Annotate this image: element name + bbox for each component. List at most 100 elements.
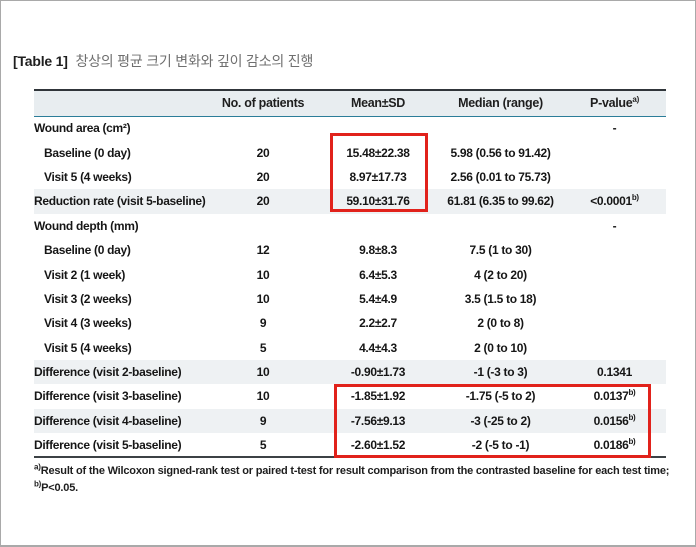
header-empty — [34, 89, 208, 117]
table-row: Baseline (0 day) 12 9.8±8.3 7.5 (1 to 30) — [34, 238, 666, 262]
row-label: Difference (visit 3-baseline) — [34, 389, 182, 404]
cell-p-value — [563, 287, 666, 311]
cell-no-of-patients — [208, 116, 318, 140]
row-label: Baseline (0 day) — [44, 243, 131, 258]
cell-median-range: 3.5 (1.5 to 18) — [464, 291, 537, 306]
cell-median-range: 5.98 (0.56 to 91.42) — [450, 145, 551, 160]
cell-p-value — [563, 262, 666, 286]
table-row: Visit 3 (2 weeks) 10 5.4±4.9 3.5 (1.5 to 18… — [34, 287, 666, 311]
table-row: Wound area (cm²) - — [34, 116, 666, 140]
table-footnotes: a)Result of the Wilcoxon signed-rank tes… — [34, 463, 679, 496]
cell-p-value: <0.0001b) — [563, 189, 666, 214]
row-label: Wound area (cm²) — [34, 121, 131, 136]
table-row: Visit 2 (1 week) 10 6.4±5.3 4 (2 to 20) — [34, 262, 666, 286]
cell-p-value: 0.0186b) — [563, 433, 666, 459]
footnote-line: a)Result of the Wilcoxon signed-rank tes… — [34, 462, 670, 477]
footnote-marker: a) — [34, 462, 41, 472]
row-label: Visit 4 (3 weeks) — [44, 316, 132, 331]
footnote-marker-b: b) — [628, 412, 636, 422]
row-label: Reduction rate (visit 5-baseline) — [34, 189, 208, 214]
cell-median-range: -1.75 (-5 to 2) — [465, 389, 536, 404]
footnote-marker-a: a) — [632, 95, 639, 105]
cell-p-value — [563, 238, 666, 262]
table-row: Visit 5 (4 weeks) 20 8.97±17.73 2.56 (0.01 … — [34, 165, 666, 189]
results-table: No. of patients Mean±SD Median (range) P… — [34, 89, 666, 459]
table-row: Visit 5 (4 weeks) 5 4.4±4.3 2 (0 to 10) — [34, 336, 666, 360]
table-header-row: No. of patients Mean±SD Median (range) P… — [34, 89, 666, 117]
cell-median-range: 4 (2 to 20) — [474, 267, 527, 282]
cell-median-range: -3 (-25 to 2) — [438, 408, 563, 434]
cell-no-of-patients: 9 — [208, 408, 318, 434]
cell-no-of-patients: 12 — [256, 243, 270, 258]
cell-no-of-patients: 20 — [256, 145, 270, 160]
cell-median-range — [438, 214, 563, 238]
table-row: Reduction rate (visit 5-baseline) 20 59.10… — [34, 189, 666, 214]
footnote-line: b)P<0.05. — [34, 478, 78, 494]
cell-p-value — [563, 336, 666, 360]
table-body: Wound area (cm²) - Baseline (0 day) 20 15.48… — [34, 116, 666, 459]
cell-p-value: - — [612, 218, 617, 233]
table-row: Baseline (0 day) 20 15.48±22.38 5.98 (0.56 … — [34, 140, 666, 164]
cell-p-value: 0.0156b) — [563, 408, 666, 434]
cell-no-of-patients: 5 — [259, 340, 267, 355]
cell-median-range: 2 (0 to 8) — [477, 316, 524, 331]
cell-mean-sd: 4.4±4.3 — [359, 340, 397, 355]
row-label: Difference (visit 2-baseline) — [34, 359, 208, 385]
footnote-marker-b: b) — [631, 193, 639, 203]
cell-p-value: 0.1341 — [563, 359, 666, 385]
table-row: Visit 4 (3 weeks) 9 2.2±2.7 2 (0 to 8) — [34, 311, 666, 335]
cell-no-of-patients — [208, 214, 318, 238]
cell-mean-sd: -7.56±9.13 — [318, 408, 438, 434]
row-label: Visit 5 (4 weeks) — [44, 340, 132, 355]
cell-no-of-patients: 10 — [256, 389, 270, 404]
cell-mean-sd: 6.4±5.3 — [359, 267, 397, 282]
cell-p-value — [563, 165, 666, 189]
cell-mean-sd: -1.85±1.92 — [350, 389, 406, 404]
cell-no-of-patients: 20 — [208, 189, 318, 214]
table-row: Wound depth (mm) - — [34, 214, 666, 238]
row-label: Wound depth (mm) — [34, 218, 139, 233]
cell-mean-sd: -0.90±1.73 — [318, 359, 438, 385]
footnote-marker-b: b) — [628, 388, 636, 398]
cell-no-of-patients: 10 — [256, 291, 270, 306]
cell-mean-sd: 2.2±2.7 — [359, 316, 397, 331]
cell-median-range: 7.5 (1 to 30) — [469, 243, 532, 258]
table-row: Difference (visit 5-baseline) 5 -2.60±1.52… — [34, 433, 666, 459]
table-row: Difference (visit 2-baseline) 10 -0.90±1.7… — [34, 359, 666, 385]
cell-p-value: - — [612, 121, 617, 136]
table-caption: [Table 1] 창상의 평균 크기 변화와 깊이 감소의 진행 — [13, 51, 313, 71]
cell-median-range: -1 (-3 to 3) — [438, 359, 563, 385]
cell-p-value: 0.0137b) — [593, 388, 636, 404]
footnote-marker: b) — [34, 478, 42, 488]
table-caption-number: [Table 1] — [13, 53, 68, 69]
cell-p-value — [563, 311, 666, 335]
row-label: Visit 3 (2 weeks) — [44, 291, 132, 306]
cell-median-range — [438, 116, 563, 140]
header-no-of-patients: No. of patients — [208, 89, 318, 117]
cell-median-range: 61.81 (6.35 to 99.62) — [438, 189, 563, 214]
row-label: Visit 2 (1 week) — [44, 267, 126, 282]
row-label: Baseline (0 day) — [44, 145, 131, 160]
table-caption-text: 창상의 평균 크기 변화와 깊이 감소의 진행 — [75, 53, 314, 69]
cell-no-of-patients: 10 — [256, 267, 270, 282]
cell-median-range: 2 (0 to 10) — [474, 340, 527, 355]
row-label: Difference (visit 5-baseline) — [34, 433, 208, 459]
footnote-marker-b: b) — [628, 436, 636, 446]
cell-no-of-patients: 20 — [256, 169, 270, 184]
header-mean-sd: Mean±SD — [318, 89, 438, 117]
cell-median-range: 2.56 (0.01 to 75.73) — [450, 169, 551, 184]
cell-no-of-patients: 10 — [208, 359, 318, 385]
cell-mean-sd: 8.97±17.73 — [349, 169, 407, 184]
row-label: Difference (visit 4-baseline) — [34, 408, 208, 434]
cell-mean-sd: 59.10±31.76 — [318, 189, 438, 214]
header-p-value: P-valuea) — [563, 89, 666, 117]
cell-mean-sd: -2.60±1.52 — [318, 433, 438, 459]
cell-median-range: -2 (-5 to -1) — [438, 433, 563, 459]
cell-no-of-patients: 5 — [208, 433, 318, 459]
cell-p-value — [563, 140, 666, 164]
header-median-range: Median (range) — [438, 89, 563, 117]
cell-mean-sd — [318, 116, 438, 140]
table-row: Difference (visit 3-baseline) 10 -1.85±1.9… — [34, 384, 666, 408]
cell-mean-sd: 9.8±8.3 — [359, 243, 397, 258]
row-label: Visit 5 (4 weeks) — [44, 169, 132, 184]
